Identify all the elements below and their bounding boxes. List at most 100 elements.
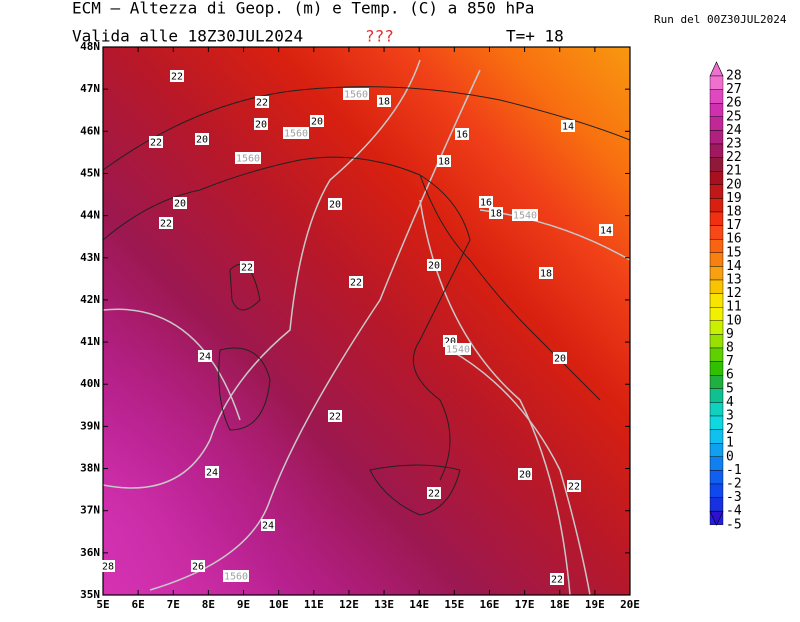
contour-label-box: [328, 410, 342, 422]
colorbar-label: 16: [726, 232, 742, 247]
colorbar-label: 12: [726, 286, 742, 301]
lat-label: 41N: [80, 335, 100, 348]
colorbar-label: 8: [726, 341, 734, 356]
lon-label: 12E: [339, 598, 359, 611]
geopotential-label: 1540: [513, 211, 537, 222]
lon-label: 8E: [202, 598, 215, 611]
temperature-label: 20: [329, 200, 341, 211]
temperature-label: 22: [256, 98, 268, 109]
colorbar-label: 15: [726, 245, 742, 260]
temperature-label: 16: [480, 198, 492, 209]
contour-label-box: [518, 468, 532, 480]
temperature-label: 24: [199, 352, 211, 363]
temperature-label: 22: [350, 278, 362, 289]
contour-label-box: [427, 259, 441, 271]
temperature-label: 22: [329, 412, 341, 423]
contour-label-box: [512, 209, 538, 221]
contour-label-box: [550, 573, 564, 585]
colorbar-swatch: [709, 293, 724, 308]
colorbar-label: 7: [726, 354, 734, 369]
contour-label-box: [159, 217, 173, 229]
contour-label-box: [427, 487, 441, 499]
lon-label: 19E: [585, 598, 605, 611]
colorbar-label: 18: [726, 205, 742, 220]
temperature-label: 22: [428, 489, 440, 500]
valid-time: Valida alle 18Z30JUL2024: [72, 27, 303, 46]
temperature-label: 18: [378, 97, 390, 108]
lon-label: 14E: [409, 598, 429, 611]
temperature-label: 22: [551, 575, 563, 586]
colorbar-label: 22: [726, 150, 742, 165]
colorbar-label: 26: [726, 96, 742, 111]
contour-label-box: [149, 136, 163, 148]
colorbar-swatch: [709, 184, 724, 199]
lon-label: 20E: [620, 598, 640, 611]
warning: ???: [365, 27, 394, 46]
colorbar-swatch: [709, 334, 724, 349]
colorbar-swatch: [709, 443, 724, 458]
contour-label-box: [561, 120, 575, 132]
contour-label-box: [254, 118, 268, 130]
coastlines: [103, 86, 630, 516]
lon-label: 10E: [269, 598, 289, 611]
temperature-label: 28: [102, 562, 114, 573]
contour-label-box: [240, 261, 254, 273]
contour-label-box: [599, 224, 613, 236]
temperature-label: 20: [196, 135, 208, 146]
colorbar-label: 11: [726, 300, 742, 315]
colorbar-swatch: [709, 116, 724, 131]
contour-label-box: [283, 127, 309, 139]
forecast-step: T=+ 18: [506, 27, 564, 46]
lat-label: 38N: [80, 462, 100, 475]
contour-label-box: [343, 88, 369, 100]
contour-label-box: [437, 155, 451, 167]
run-time: Run del 00Z30JUL2024: [654, 13, 787, 26]
contour-label-box: [328, 198, 342, 210]
temperature-label: 22: [150, 138, 162, 149]
contour-label-box: [349, 276, 363, 288]
colorbar-cap: [709, 61, 724, 77]
colorbar-label: 24: [726, 123, 742, 138]
colorbar-swatch: [709, 307, 724, 322]
colorbar-label: -5: [726, 517, 742, 532]
colorbar-label: 23: [726, 137, 742, 152]
title: ECM — Altezza di Geop. (m) e Temp. (C) a…: [72, 0, 534, 18]
temperature-label: 26: [192, 562, 204, 573]
contour-label-box: [170, 70, 184, 82]
colorbar-label: 1: [726, 436, 734, 451]
colorbar-swatch: [709, 170, 724, 185]
colorbar-swatch: [709, 483, 724, 498]
lon-label: 16E: [480, 598, 500, 611]
contour-label-box: [235, 152, 261, 164]
contour-label-box: [553, 352, 567, 364]
colorbar-label: -2: [726, 477, 742, 492]
temperature-label: 24: [262, 521, 274, 532]
colorbar-label: 13: [726, 273, 742, 288]
lon-label: 11E: [304, 598, 324, 611]
colorbar-swatch: [709, 415, 724, 430]
lat-label: 48N: [80, 40, 100, 53]
temperature-label: 24: [206, 468, 218, 479]
colorbar-label: 10: [726, 313, 742, 328]
contour-label-box: [455, 128, 469, 140]
temperature-label: 20: [444, 337, 456, 348]
colorbar-label: 6: [726, 368, 734, 383]
temperature-label: 16: [456, 130, 468, 141]
lon-label: 6E: [132, 598, 145, 611]
lon-label: 5E: [96, 598, 109, 611]
colorbar-label: 21: [726, 164, 742, 179]
colorbar-swatch: [709, 497, 724, 512]
contour-label-box: [173, 197, 187, 209]
colorbar-label: -4: [726, 504, 742, 519]
colorbar-swatch: [709, 211, 724, 226]
map-field: [103, 47, 630, 595]
lat-label: 37N: [80, 504, 100, 517]
contour-label-box: [479, 196, 493, 208]
colorbar-swatch: [709, 347, 724, 362]
colorbar-swatch: [709, 89, 724, 104]
temperature-label: 22: [171, 72, 183, 83]
contour-label-box: [567, 480, 581, 492]
contour-label-box: [261, 519, 275, 531]
colorbar-label: -3: [726, 490, 742, 505]
lat-label: 44N: [80, 209, 100, 222]
